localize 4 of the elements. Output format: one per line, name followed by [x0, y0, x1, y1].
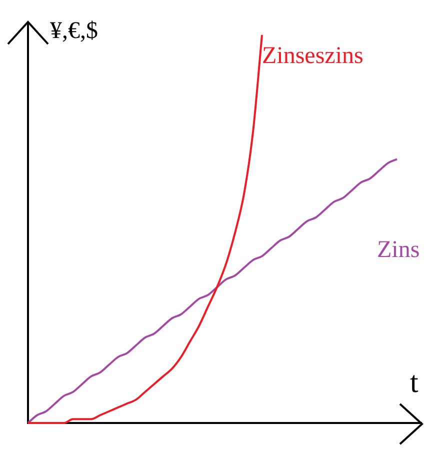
text: Zins	[377, 237, 420, 264]
series-label: Zinseszins	[262, 43, 364, 69]
y-axis-title: ¥,€,$	[50, 18, 98, 44]
x-axis-title: t	[410, 366, 419, 399]
